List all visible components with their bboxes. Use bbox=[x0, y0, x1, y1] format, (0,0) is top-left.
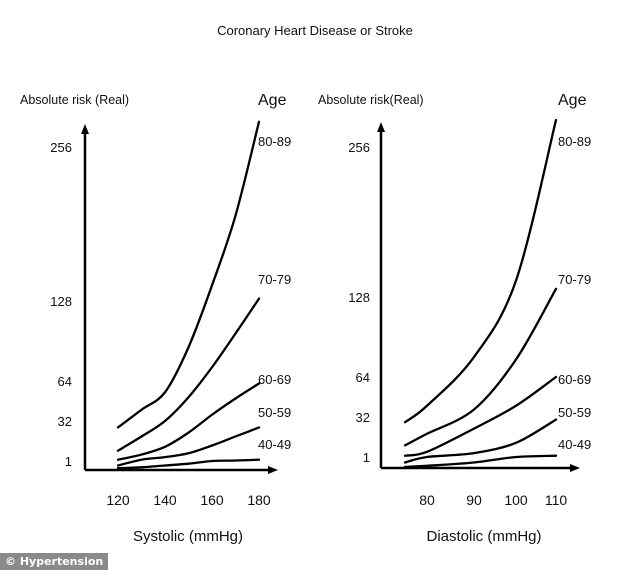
series-label: 60-69 bbox=[558, 372, 591, 387]
series-label: 80-89 bbox=[258, 134, 291, 149]
series-label: 40-49 bbox=[558, 437, 591, 452]
x-axis-arrow bbox=[268, 466, 278, 474]
y-tick-label: 64 bbox=[356, 370, 370, 385]
series-line-80-89 bbox=[403, 118, 558, 424]
x-tick-label: 140 bbox=[153, 492, 177, 508]
series-label: 80-89 bbox=[558, 134, 591, 149]
y-tick-label: 1 bbox=[363, 450, 370, 465]
y-axis-arrow bbox=[81, 124, 89, 134]
series-line-60-69 bbox=[116, 382, 261, 461]
legend-title: Age bbox=[258, 92, 287, 109]
x-axis-label: Diastolic (mmHg) bbox=[426, 528, 541, 545]
series-line-60-69 bbox=[403, 375, 558, 457]
chart-panel-1: Absolute risk (Real) Age Systolic (mmHg) 1 3… bbox=[20, 92, 291, 545]
watermark: © Hypertension bbox=[0, 553, 109, 570]
x-tick-label: 90 bbox=[466, 492, 482, 508]
series-line-50-59 bbox=[116, 426, 261, 467]
x-tick-label: 120 bbox=[106, 492, 130, 508]
series-label: 60-69 bbox=[258, 372, 291, 387]
chart-title: Coronary Heart Disease or Stroke bbox=[217, 23, 413, 38]
series-line-40-49 bbox=[403, 454, 558, 469]
y-tick-label: 128 bbox=[50, 294, 72, 309]
chart-panel-2: Absolute risk(Real) Age Diastolic (mmHg) 1 3… bbox=[318, 92, 591, 545]
x-tick-label: 180 bbox=[247, 492, 271, 508]
y-tick-label: 128 bbox=[348, 290, 370, 305]
series-label: 70-79 bbox=[258, 272, 291, 287]
x-tick-label: 80 bbox=[419, 492, 435, 508]
y-tick-label: 1 bbox=[65, 454, 72, 469]
series-line-80-89 bbox=[116, 120, 261, 429]
y-axis-label: Absolute risk (Real) bbox=[20, 93, 129, 107]
y-tick-label: 32 bbox=[356, 410, 370, 425]
x-axis-arrow bbox=[570, 464, 580, 472]
y-tick-label: 32 bbox=[58, 414, 72, 429]
series-line-70-79 bbox=[116, 297, 261, 452]
y-axis-label: Absolute risk(Real) bbox=[318, 93, 424, 107]
y-axis-arrow bbox=[377, 122, 385, 132]
series-label: 50-59 bbox=[558, 405, 591, 420]
y-tick-label: 256 bbox=[348, 140, 370, 155]
legend-title: Age bbox=[558, 92, 587, 109]
series-line-70-79 bbox=[403, 287, 558, 447]
x-tick-label: 110 bbox=[545, 492, 568, 508]
series-line-50-59 bbox=[403, 418, 558, 464]
x-tick-label: 160 bbox=[200, 492, 224, 508]
y-tick-label: 256 bbox=[50, 140, 72, 155]
series-label: 40-49 bbox=[258, 437, 291, 452]
series-line-40-49 bbox=[116, 458, 261, 470]
y-tick-label: 64 bbox=[58, 374, 72, 389]
series-label: 70-79 bbox=[558, 272, 591, 287]
x-axis-label: Systolic (mmHg) bbox=[133, 528, 243, 545]
x-tick-label: 100 bbox=[504, 492, 528, 508]
series-label: 50-59 bbox=[258, 405, 291, 420]
